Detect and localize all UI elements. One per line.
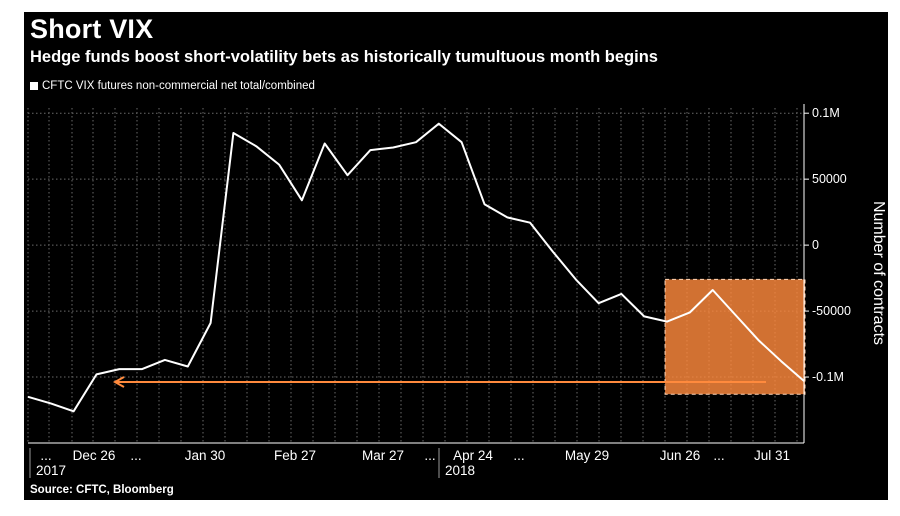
y-tick-label: 0 [812,238,819,252]
chart-title: Short VIX [30,14,154,44]
x-tick-label: ... [424,448,435,463]
line-layer [27,122,805,413]
chart-subtitle: Hedge funds boost short-volatility bets … [30,48,658,66]
x-tick-label: Jun 26 [660,448,701,463]
data-line [27,122,805,413]
gridlines [27,108,804,443]
year-label: 2017 [36,463,66,478]
line-chart: 0.1M 50000 0 -50000 -0.1M ... Dec 26... Jan 30… [27,104,887,478]
legend-label: CFTC VIX futures non-commercial net tota… [42,80,315,92]
x-tick-label: May 29 [565,448,609,463]
legend: CFTC VIX futures non-commercial net tota… [30,80,315,92]
x-tick-label: Jul 31 [754,448,790,463]
y-tick-label: -50000 [812,304,851,318]
highlight-box [664,278,806,395]
x-tick-label: Mar 27 [362,448,404,463]
source-note: Source: CFTC, Bloomberg [30,484,174,496]
x-tick-label: ... [513,448,524,463]
x-tick-label: ... [40,448,51,463]
x-tick-label: Feb 27 [274,448,316,463]
x-tick-label: Apr 24 [453,448,493,463]
x-tick-label: ... [713,448,724,463]
chart-panel: 0.1M 50000 0 -50000 -0.1M ... Dec 26... Jan 30… [24,12,888,500]
y-tick-label: -0.1M [812,370,844,384]
y-tick-label: 0.1M [812,106,840,120]
y-axis: 0.1M 50000 0 -50000 -0.1M [803,104,851,443]
x-tick-label: ... [130,448,141,463]
highlight-layer [664,278,806,395]
y-tick-label: 50000 [812,172,847,186]
legend-swatch [30,82,38,90]
y-axis-label: Number of contracts [870,201,887,345]
x-tick-label: Jan 30 [185,448,226,463]
x-tick-label: Dec 26 [73,448,116,463]
x-axis: ... Dec 26... Jan 30 Feb 27 Mar 27... Apr 24.… [28,442,804,478]
year-label: 2018 [445,463,475,478]
arrow-head [112,376,125,388]
arrow-layer [112,376,766,388]
